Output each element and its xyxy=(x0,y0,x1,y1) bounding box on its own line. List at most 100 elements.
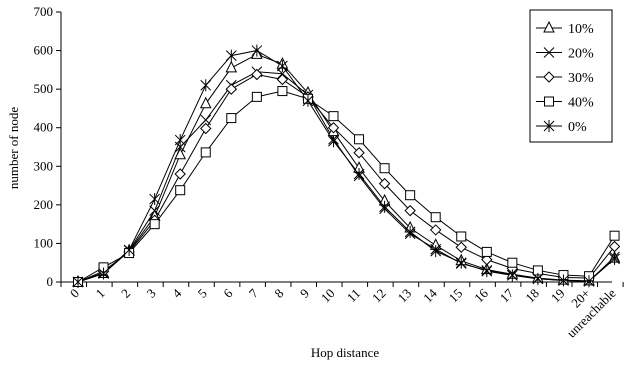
x-tick-label: 17 xyxy=(497,285,517,305)
x-tick-label: 2 xyxy=(118,286,133,301)
data-point xyxy=(277,60,288,72)
data-point xyxy=(608,240,621,253)
data-point xyxy=(609,252,620,265)
data-point xyxy=(225,60,238,73)
series-line xyxy=(77,50,615,283)
data-point xyxy=(277,68,288,80)
series-line xyxy=(77,53,615,283)
series-layer xyxy=(72,44,621,288)
axes xyxy=(60,12,612,283)
series-markers-0pct xyxy=(72,44,620,288)
data-point xyxy=(175,185,186,196)
data-point xyxy=(327,122,340,134)
data-point xyxy=(404,225,416,238)
series-10pct xyxy=(77,53,615,283)
y-tick-label: 700 xyxy=(34,4,54,19)
data-point xyxy=(405,190,416,201)
x-tick-label: 13 xyxy=(394,286,414,306)
legend-item: 20% xyxy=(536,47,594,62)
legend-label: 20% xyxy=(568,47,594,62)
data-point xyxy=(481,246,492,257)
legend-label: 40% xyxy=(568,96,594,111)
data-point xyxy=(302,94,314,107)
data-point xyxy=(354,134,365,145)
data-point xyxy=(456,231,467,242)
legend-item: 40% xyxy=(536,96,594,111)
x-tick-label: unreachable xyxy=(564,285,619,340)
x-tick-label: 9 xyxy=(297,286,312,301)
data-point xyxy=(200,79,212,92)
y-axis-title: number of node xyxy=(6,107,21,190)
data-point xyxy=(98,267,109,280)
data-point xyxy=(225,83,238,95)
data-point xyxy=(506,269,518,282)
data-point xyxy=(429,224,442,236)
data-point xyxy=(251,68,263,81)
data-point xyxy=(174,134,186,147)
legend-marker xyxy=(543,120,555,132)
x-tick-label: 18 xyxy=(522,286,542,306)
data-point xyxy=(455,256,467,269)
data-point xyxy=(200,122,212,135)
legend: 10% 20% 30% 40% 0% xyxy=(529,9,613,143)
legend-item: 10% xyxy=(536,20,594,37)
x-tick-label: 14 xyxy=(420,285,440,305)
data-point xyxy=(558,274,569,287)
series-30pct xyxy=(77,73,615,283)
data-point xyxy=(507,257,518,268)
data-point xyxy=(404,204,416,217)
x-tick-label: 1 xyxy=(92,286,107,301)
data-point xyxy=(455,241,467,253)
data-point xyxy=(251,44,263,57)
x-tick-label: 6 xyxy=(220,285,236,301)
y-tick-label: 100 xyxy=(34,235,54,250)
x-tick-label: 15 xyxy=(446,286,466,306)
data-point xyxy=(72,276,84,288)
series-line xyxy=(77,73,615,283)
y-tick-label: 200 xyxy=(34,197,54,212)
data-point xyxy=(379,163,390,174)
data-point xyxy=(378,177,391,190)
x-tick-label: 7 xyxy=(246,285,262,301)
data-point xyxy=(174,168,186,180)
data-point xyxy=(199,96,212,109)
series-40pct xyxy=(77,90,615,283)
data-point xyxy=(328,135,339,148)
data-point xyxy=(609,230,620,241)
legend-label: 30% xyxy=(568,71,594,86)
legend-marker xyxy=(544,96,554,107)
x-tick-label: 3 xyxy=(144,286,159,301)
data-point xyxy=(251,91,262,102)
data-point xyxy=(149,219,160,230)
data-point xyxy=(379,200,390,213)
y-tick-label: 500 xyxy=(34,81,54,96)
data-point xyxy=(532,272,544,285)
x-tick-label: 8 xyxy=(271,286,286,301)
data-point xyxy=(174,147,187,160)
data-point xyxy=(149,205,161,216)
data-point xyxy=(200,114,212,126)
x-tick-label: 0 xyxy=(67,286,82,301)
x-tick-label: 5 xyxy=(195,286,210,301)
series-line xyxy=(77,90,615,283)
x-tick-label: 12 xyxy=(369,286,389,306)
legend-marker xyxy=(543,20,555,33)
legend-label: 10% xyxy=(568,22,594,37)
data-point xyxy=(481,253,493,266)
data-point xyxy=(328,111,339,122)
legend-item: 30% xyxy=(536,71,594,86)
x-tick-label: 11 xyxy=(344,286,363,305)
legend-label: 0% xyxy=(568,120,587,135)
data-point xyxy=(430,212,441,223)
data-point xyxy=(353,147,365,159)
y-tick-label: 300 xyxy=(34,158,54,173)
series-0pct xyxy=(77,50,615,283)
data-point xyxy=(430,245,442,258)
data-point xyxy=(276,73,289,86)
x-tick-label: 10 xyxy=(318,286,338,306)
y-axis-ticks: 0 100 200 300 400 500 600 700 xyxy=(34,4,61,289)
legend-marker xyxy=(543,71,555,83)
data-point xyxy=(226,113,237,124)
